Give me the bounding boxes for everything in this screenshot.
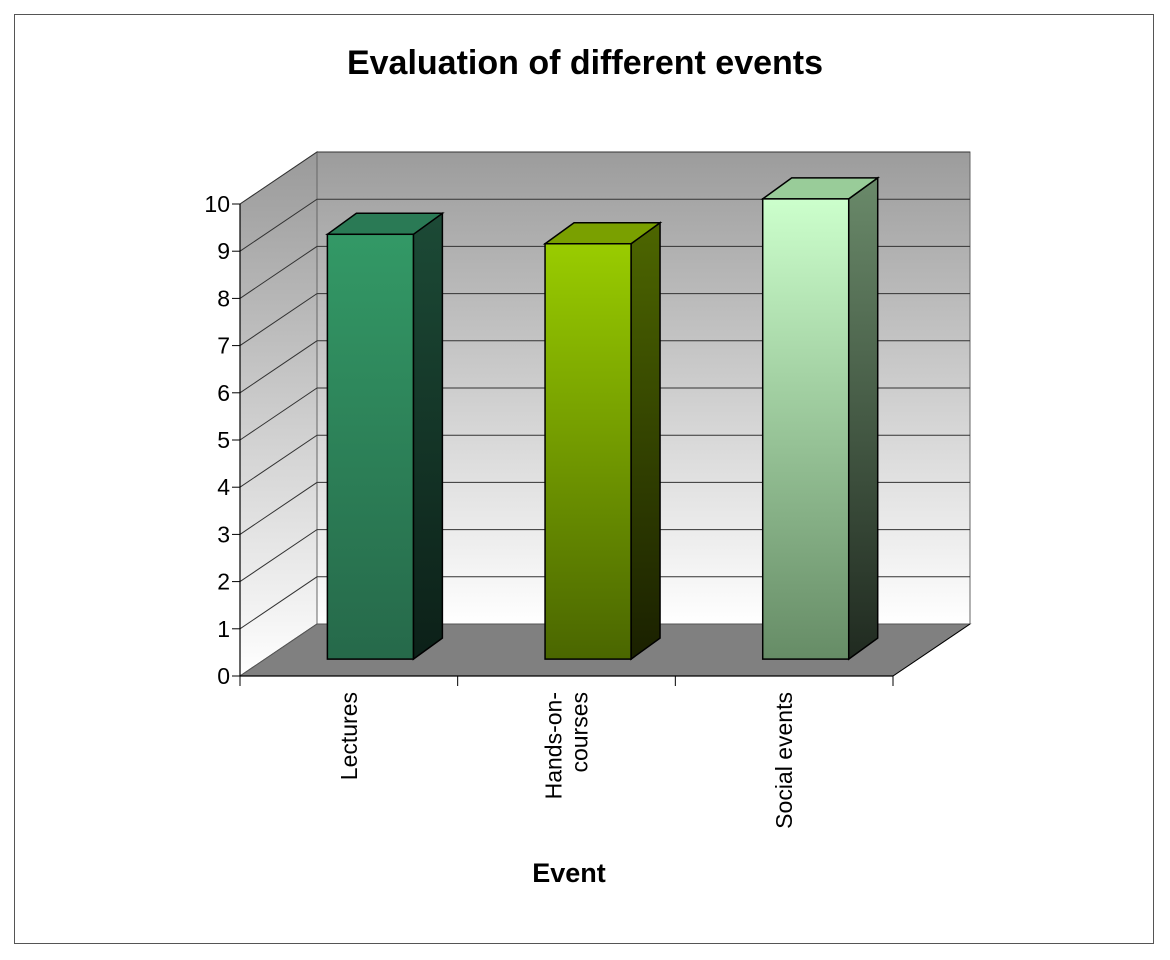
bar-social-events [760,176,881,661]
x-axis-title: Event [532,858,606,888]
x-category-label-line: Social events [771,692,797,829]
bar-side [847,176,879,661]
y-tick-label: 5 [217,427,230,453]
gridline [239,245,970,299]
x-axis-labels: Lectures Hands-on-courses Social events [336,692,797,829]
gridline [239,340,970,394]
bars [325,176,881,661]
gridline [239,529,970,583]
gridline [239,293,970,347]
gridline [239,151,970,205]
bar-hands-on-courses [542,221,663,661]
x-category-label: Lectures [336,692,362,780]
y-tick-label: 8 [217,285,230,311]
x-category-label: Hands-on-courses [541,692,593,799]
gridline [239,576,970,630]
y-tick-label: 4 [217,474,230,500]
x-category-label-line: courses [567,692,593,773]
x-category-label: Social events [771,692,797,829]
y-tick-label: 9 [217,238,230,264]
y-tick-label: 6 [217,380,230,406]
floor-edge [892,623,971,677]
bar-front [326,233,415,660]
gridline [239,387,970,441]
gridline [239,434,970,488]
bar-side [412,211,444,661]
x-category-label-line: Lectures [336,692,362,780]
bar-front [761,198,850,660]
y-tick-label: 7 [217,333,230,359]
x-category-label-line: Hands-on- [541,692,567,799]
gridline [239,198,970,252]
bar-lectures [325,211,445,661]
y-tick-label: 0 [217,663,230,689]
y-tick-label: 3 [217,521,230,547]
y-tick-label: 10 [204,191,230,217]
chart-title: Evaluation of different events [346,44,824,82]
y-axis-ticks: 0 1 2 3 4 5 6 7 8 9 10 [204,191,240,689]
gridline [239,481,970,535]
bar-front [544,242,632,660]
bar-side [630,221,661,661]
y-tick-label: 1 [217,616,230,642]
y-tick-label: 2 [217,569,230,595]
